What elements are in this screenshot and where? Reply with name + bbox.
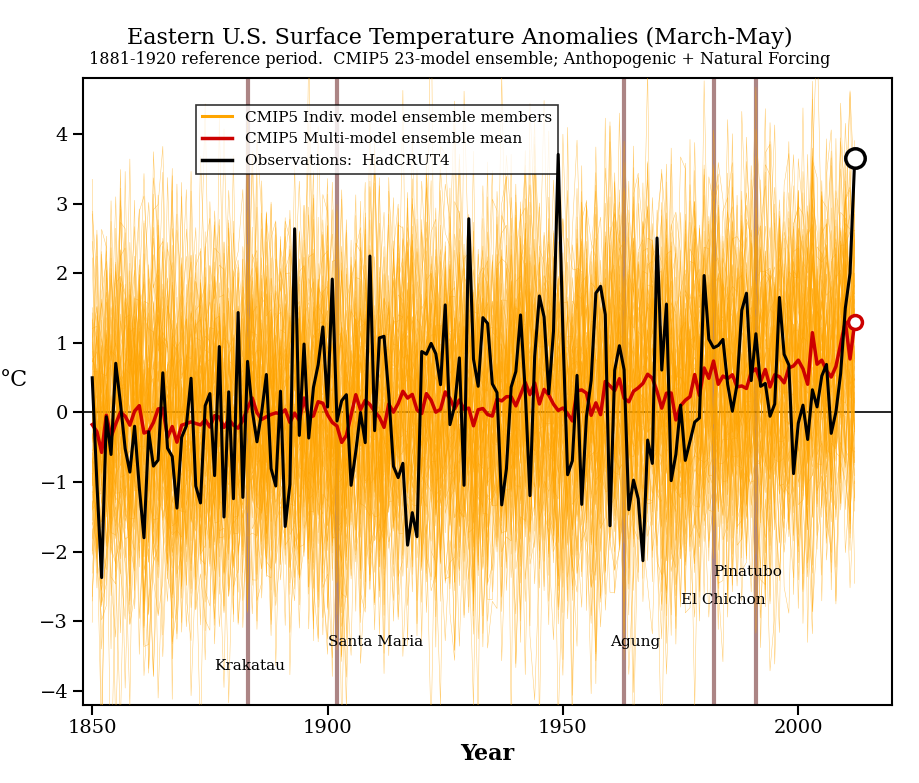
- Text: 1881-1920 reference period.  CMIP5 23-model ensemble; Anthopogenic + Natural For: 1881-1920 reference period. CMIP5 23-mod…: [89, 51, 830, 68]
- Legend: CMIP5 Indiv. model ensemble members, CMIP5 Multi-model ensemble mean, Observatio: CMIP5 Indiv. model ensemble members, CMI…: [196, 105, 557, 175]
- Y-axis label: °C: °C: [0, 370, 28, 392]
- Text: Santa Maria: Santa Maria: [327, 635, 422, 649]
- X-axis label: Year: Year: [460, 743, 514, 765]
- Text: Eastern U.S. Surface Temperature Anomalies (March-May): Eastern U.S. Surface Temperature Anomali…: [127, 27, 792, 49]
- Text: Krakatau: Krakatau: [214, 659, 285, 673]
- Text: Pinatubo: Pinatubo: [713, 565, 781, 579]
- Text: El Chichon: El Chichon: [680, 594, 765, 608]
- Text: Agung: Agung: [609, 635, 660, 649]
